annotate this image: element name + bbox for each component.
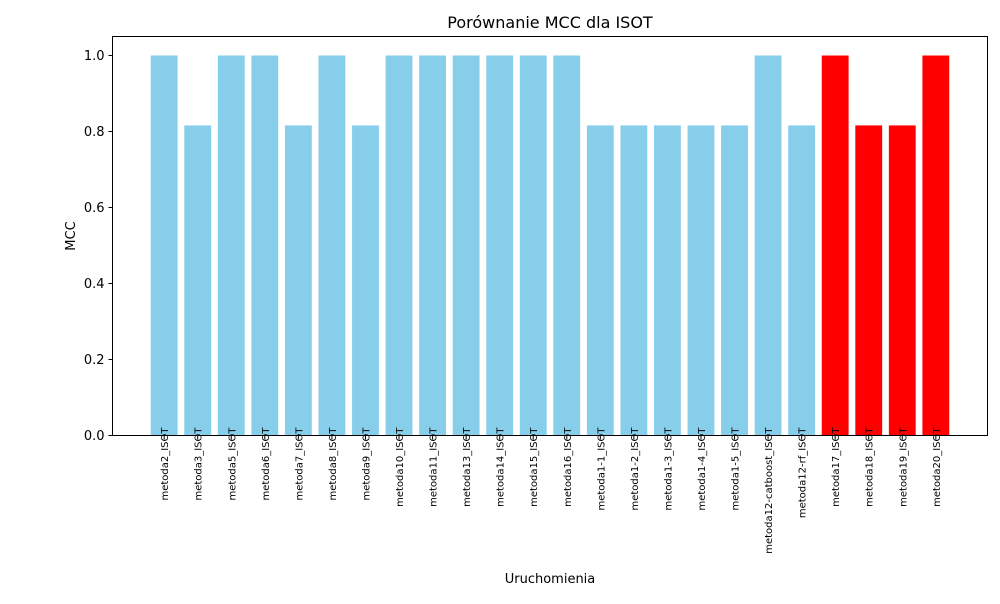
bar-metoda6_ISOT [251,55,279,436]
x-tick-label: metoda1-2_ISOT [630,427,641,511]
x-tick-label: metoda1-3_ISOT [663,427,674,511]
x-tick-label: metoda20_ISOT [932,427,943,507]
x-tick-label: metoda1-5_ISOT [731,427,742,511]
y-tick-label: 0.0 [84,429,105,444]
x-tick-label: metoda3_ISOT [194,427,205,501]
x-tick-label: metoda5_ISOT [227,427,238,501]
x-tick-label: metoda6_ISOT [261,427,272,501]
x-tick-label: metoda15_ISOT [529,427,540,507]
bar-metoda18_ISOT [855,125,883,436]
bar-metoda14_ISOT [486,55,514,436]
x-tick-label: metoda1-4_ISOT [697,427,708,511]
x-tick-label: metoda16_ISOT [563,427,574,507]
x-tick-label: metoda9_ISOT [361,427,372,501]
bar-metoda1-5_ISOT [721,125,748,436]
bar-metoda20_ISOT [922,55,950,436]
bar-metoda1-4_ISOT [687,125,715,436]
bar-metoda16_ISOT [553,55,581,436]
bar-metoda17_ISOT [821,55,849,436]
bar-metoda7_ISOT [284,125,312,436]
x-tick-label: metoda19_ISOT [898,427,909,507]
y-tick-label: 0.4 [84,277,105,292]
bar-metoda9_ISOT [352,125,379,436]
bar-metoda13_ISOT [452,55,480,436]
y-tick-label: 0.2 [84,353,105,368]
bar-metoda8_ISOT [318,55,346,436]
bar-metoda19_ISOT [888,125,916,436]
x-tick-label: metoda12-catboost_ISOT [764,427,775,554]
chart-title: Porównanie MCC dla ISOT [447,13,653,32]
x-tick-label: metoda14_ISOT [496,427,507,507]
x-tick-label: metoda1-1_ISOT [596,427,607,511]
x-tick-label: metoda13_ISOT [462,427,473,507]
x-axis-ticks: metoda2_ISOT metoda3_ISOT metoda5_ISOT meto… [160,427,943,554]
y-axis-label: MCC [64,221,79,250]
x-tick-label: metoda18_ISOT [865,427,876,507]
bars-group [150,55,950,436]
x-tick-label: metoda12-rf_ISOT [798,427,809,519]
x-tick-label: metoda2_ISOT [160,427,171,501]
x-tick-label: metoda8_ISOT [328,427,339,501]
y-tick-label: 1.0 [84,49,105,64]
bar-metoda11_ISOT [419,55,446,436]
bar-metoda12-rf_ISOT [788,125,816,436]
bar-metoda15_ISOT [519,55,547,436]
bar-metoda1-3_ISOT [654,125,681,436]
y-tick-label: 0.6 [84,201,105,216]
bar-metoda10_ISOT [385,55,413,436]
bar-metoda2_ISOT [150,55,178,436]
bar-metoda3_ISOT [184,125,212,436]
x-tick-label: metoda10_ISOT [395,427,406,507]
plot-area-frame [112,36,988,436]
x-tick-label: metoda17_ISOT [831,427,842,507]
bar-metoda1-1_ISOT [586,125,614,436]
y-tick-label: 0.8 [84,125,105,140]
x-axis-label: Uruchomienia [505,572,596,587]
bar-metoda12-catboost_ISOT [754,55,782,436]
bar-metoda1-2_ISOT [620,125,648,436]
x-tick-label: metoda7_ISOT [294,427,305,501]
bar-metoda5_ISOT [217,55,245,436]
y-axis-ticks: 0.0 0.2 0.4 0.6 0.8 1.0 [84,49,113,444]
x-tick-label: metoda11_ISOT [429,427,440,507]
